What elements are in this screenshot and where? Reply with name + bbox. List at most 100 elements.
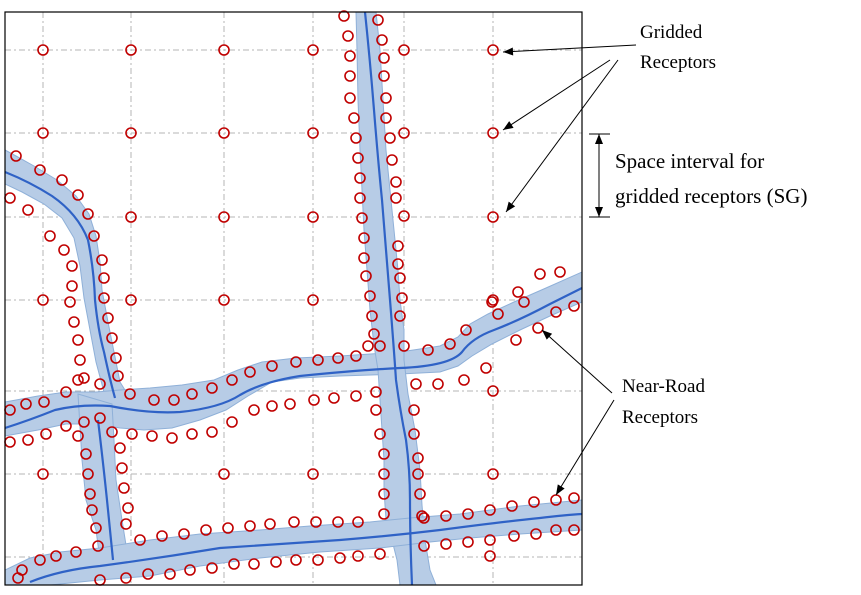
near-road-receptor [332,516,344,528]
gridded-receptor [218,294,230,306]
near-road-receptor [344,70,356,82]
near-road-receptor [362,340,374,352]
near-road-receptor [248,404,260,416]
near-road-receptor [462,536,474,548]
near-road-receptor [110,352,122,364]
near-road-receptor [122,502,134,514]
near-road-receptor [34,554,46,566]
space-interval-label-line2: gridded receptors (SG) [615,184,807,208]
near-road-receptor [398,340,410,352]
centerline-northwest [5,170,117,399]
arrowhead [503,47,514,56]
near-road-receptor [554,266,566,278]
near-road-receptor [486,296,498,308]
near-road-receptor [550,524,562,536]
near-road-receptor [350,350,362,362]
near-road-receptor [390,176,402,188]
near-road-receptor [384,132,396,144]
centerline-south-east-west [29,512,582,584]
gridded-receptor [218,127,230,139]
gridded-receptor [218,211,230,223]
near-road-receptor [82,468,94,480]
near-road-receptor [354,172,366,184]
near-road-receptor [378,70,390,82]
arrow-to-gridded-receptor-2 [502,59,611,131]
near-road-receptor [410,378,422,390]
near-road-receptor [116,462,128,474]
near-road-receptor [78,372,90,384]
near-road-receptor [352,516,364,528]
near-road-receptor [94,378,106,390]
near-road-receptor [58,244,70,256]
near-road-receptor [112,370,124,382]
near-road-receptor [92,540,104,552]
near-road-receptor [380,112,392,124]
near-road-receptor [206,562,218,574]
arrow-to-near-road-receptor-2 [555,399,615,496]
near-road-receptor [370,386,382,398]
near-road-receptor [350,132,362,144]
near-road-receptor [378,52,390,64]
near-road-receptor [168,394,180,406]
near-road-receptor [68,316,80,328]
near-road-receptor [358,232,370,244]
near-road-receptor [142,568,154,580]
domain-frame [4,11,583,586]
near-road-receptor [4,192,16,204]
near-road-receptor [376,34,388,46]
gridded-receptors-label-line2: Receptors [640,52,716,73]
near-road-receptor [506,500,518,512]
near-road-receptor [98,292,110,304]
near-road-receptor [378,448,390,460]
near-road-receptor [4,436,16,448]
gridded-receptor [218,468,230,480]
near-road-receptor [518,296,530,308]
near-road-receptor [310,516,322,528]
arrow-to-near-road-receptor-1 [541,329,613,394]
near-road-receptor [372,14,384,26]
near-road-receptor [72,189,84,201]
near-road-receptor [186,428,198,440]
near-road-receptor [120,572,132,584]
near-road-receptor [72,374,84,386]
near-road-receptor [124,388,136,400]
gridded-receptor [125,294,137,306]
near-road-receptor [332,352,344,364]
gridded-receptor [307,294,319,306]
near-road-receptor [432,378,444,390]
near-road-receptor [348,112,360,124]
near-road-receptor [412,468,424,480]
near-road-receptor [200,524,212,536]
gridded-receptor [398,44,410,56]
near-road-receptor [284,398,296,410]
near-road-receptor [44,230,56,242]
arrowhead [503,121,514,130]
near-road-receptor [390,192,402,204]
near-road-receptor [378,468,390,480]
near-road-receptors-label-line1: Near-Road [622,376,705,397]
near-road-receptor [106,332,118,344]
near-road-receptor [378,488,390,500]
near-road-receptor [412,452,424,464]
near-road-receptor [308,394,320,406]
near-road-receptor [290,554,302,566]
near-road-receptor [40,428,52,440]
near-road-receptor [370,404,382,416]
near-road-receptor [96,254,108,266]
receptors-layer [4,10,580,586]
near-road-receptor [414,488,426,500]
near-road-receptor [480,362,492,374]
near-road-receptor [440,538,452,550]
near-road-receptor [528,496,540,508]
near-road-receptor [416,510,428,522]
near-road-receptor [290,356,302,368]
arrowhead [542,330,553,340]
gridded-receptor [307,127,319,139]
centerline-west-vertical [96,419,115,561]
near-road-receptor [328,392,340,404]
near-road-receptor [106,426,118,438]
near-road-receptor [380,92,392,104]
near-road-receptor [378,508,390,520]
arrow-shaft [502,59,611,131]
near-road-receptor [312,554,324,566]
